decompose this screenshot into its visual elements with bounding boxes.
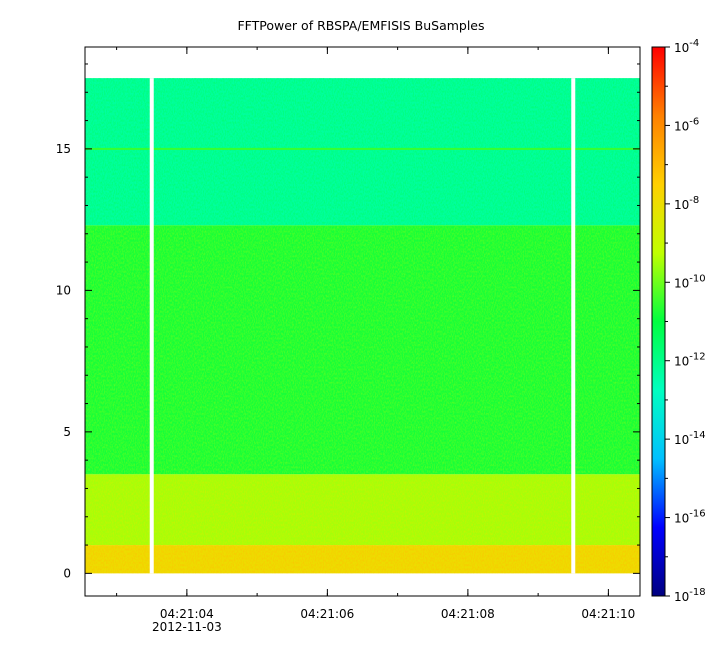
x-tick-label: 04:21:10 <box>581 607 635 621</box>
colorbar-tick-label: 10-10 <box>674 273 706 290</box>
y-tick-label: 10 <box>56 283 71 297</box>
x-tick-label: 04:21:08 <box>441 607 495 621</box>
colorbar-tick-label: 10-6 <box>674 116 699 133</box>
line-feature <box>85 147 640 150</box>
spectrogram-band-texture-0 <box>85 78 640 226</box>
x-tick-label: 04:21:06 <box>300 607 354 621</box>
colorbar-tick-label: 10-16 <box>674 509 706 526</box>
colorbar-tick-label: 10-18 <box>674 587 706 604</box>
plot-area <box>85 78 640 574</box>
colorbar-tick-label: 10-12 <box>674 352 706 369</box>
colorbar-tick-label: 10-8 <box>674 195 699 212</box>
spectrogram-band-texture-3 <box>85 545 640 574</box>
y-tick-label: 5 <box>63 425 71 439</box>
colorbar-bar <box>651 46 666 597</box>
y-tick-label: 15 <box>56 142 71 156</box>
colorbar: 10-4 10-6 10-8 10-10 10-12 10-14 10-16 10-18 <box>651 38 706 604</box>
colorbar-tick-label: 10-14 <box>674 430 706 447</box>
spectrogram-band-texture-1 <box>85 225 640 475</box>
data-gap-0 <box>149 78 154 574</box>
data-gap-1 <box>571 78 576 574</box>
spectrogram-band-texture-2 <box>85 474 640 546</box>
plot-frame <box>84 46 641 597</box>
x-date-label: 2012-11-03 <box>152 620 222 634</box>
chart-title: FFTPower of RBSPA/EMFISIS BuSamples <box>237 18 484 33</box>
y-tick-label: 0 <box>63 566 71 580</box>
x-tick-label: 04:21:04 <box>160 607 214 621</box>
colorbar-tick-label: 10-4 <box>674 38 699 55</box>
